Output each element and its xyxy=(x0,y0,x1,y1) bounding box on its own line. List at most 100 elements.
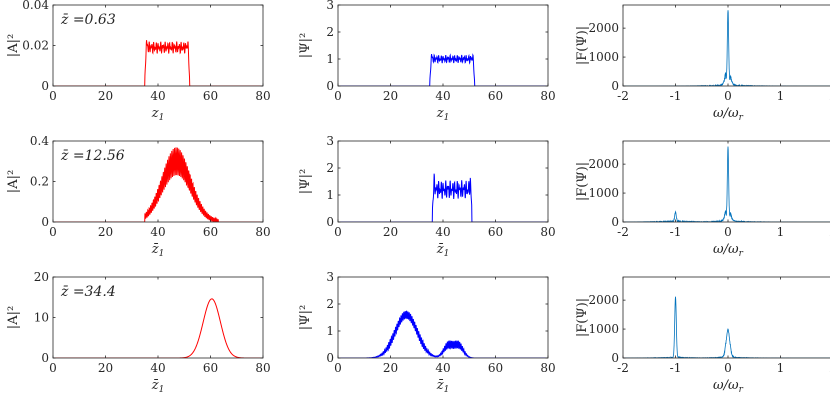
y-tick-label: 1000 xyxy=(588,186,619,200)
y-tick-label: 0.02 xyxy=(22,39,49,53)
series-line-a1-0 xyxy=(53,40,263,86)
x-tick-label: 40 xyxy=(150,225,165,239)
panel-p3: 0 20 40 60 80 0 1 2 3 z̄1 |Ψ|² xyxy=(298,270,556,395)
y-tick-label: 2 xyxy=(326,161,334,175)
x-axis-label: ω/ωr xyxy=(713,242,744,259)
y-tick-label: 3 xyxy=(326,270,334,284)
x-tick-label: 60 xyxy=(488,225,503,239)
x-axis-label: z1 xyxy=(436,106,450,123)
x-tick-label: 20 xyxy=(383,361,398,375)
x-tick-label: 1 xyxy=(777,89,785,103)
axes-box xyxy=(337,140,549,223)
x-tick-label: 0 xyxy=(334,225,342,239)
axes-box xyxy=(622,276,830,359)
x-tick-label: 0 xyxy=(724,89,732,103)
panel-p1: 0 20 40 60 80 0 1 2 3 z1 |Ψ|² xyxy=(298,0,556,123)
y-tick-label: 0 xyxy=(41,79,49,93)
y-axis-label: |A|² xyxy=(6,34,21,57)
y-tick-label: 2 xyxy=(326,25,334,39)
x-tick-label: 0 xyxy=(49,225,57,239)
panel-f1: -2-1012010002000ω/ωr|F(Ψ)| xyxy=(575,4,830,123)
x-tick-label: 0 xyxy=(334,361,342,375)
y-tick-label: 1 xyxy=(326,188,334,202)
x-tick-label: 1 xyxy=(777,361,785,375)
x-tick-label: 0 xyxy=(334,89,342,103)
y-tick-label: 1 xyxy=(326,52,334,66)
y-tick-label: 1000 xyxy=(588,322,619,336)
x-tick-label: 60 xyxy=(203,89,218,103)
panel-annotation: z̄ =0.63 xyxy=(60,12,116,28)
series-line-f2-0 xyxy=(623,146,830,222)
x-axis-label: z1 xyxy=(151,106,165,123)
y-axis-label: |A|² xyxy=(6,306,21,329)
x-tick-label: 0 xyxy=(724,361,732,375)
x-tick-label: 60 xyxy=(203,361,218,375)
x-tick-label: 0 xyxy=(49,361,57,375)
x-tick-label: 20 xyxy=(98,225,113,239)
y-tick-label: 3 xyxy=(326,134,334,148)
x-tick-label: 20 xyxy=(98,361,113,375)
y-tick-label: 0 xyxy=(326,351,334,365)
panel-a1: 0 20 40 60 80 0 0.02 0.04 z1 |A|² z̄ =0.63 xyxy=(6,0,271,123)
x-tick-label: 40 xyxy=(435,361,450,375)
y-axis-label: |Ψ|² xyxy=(298,305,313,330)
x-tick-label: 40 xyxy=(435,89,450,103)
y-tick-label: 1000 xyxy=(588,50,619,64)
panel-f2: -2-1012010002000ω/ωr|F(Ψ)| xyxy=(575,140,830,259)
y-tick-label: 10 xyxy=(34,311,49,325)
x-axis-label: z̄1 xyxy=(436,378,450,395)
x-tick-label: 0 xyxy=(49,89,57,103)
x-axis-label: z̄1 xyxy=(436,242,450,259)
y-axis-label: |A|² xyxy=(6,170,21,193)
y-tick-label: 0 xyxy=(326,79,334,93)
series-line-p1-0 xyxy=(338,53,548,86)
y-tick-label: 0 xyxy=(41,351,49,365)
x-tick-label: 60 xyxy=(488,361,503,375)
series-line-a3-0 xyxy=(53,298,263,358)
x-axis-label: ω/ωr xyxy=(713,378,744,395)
y-tick-label: 2000 xyxy=(588,157,619,171)
x-axis-label: z̄1 xyxy=(151,242,165,259)
y-tick-label: 0.04 xyxy=(22,0,49,12)
x-axis-label: ω/ωr xyxy=(713,106,744,123)
x-tick-label: 0 xyxy=(724,225,732,239)
x-tick-label: -2 xyxy=(617,361,629,375)
y-axis-label: |F(Ψ)| xyxy=(575,162,590,201)
y-axis-label: |F(Ψ)| xyxy=(575,298,590,337)
y-tick-label: 0 xyxy=(611,351,619,365)
x-tick-label: 20 xyxy=(383,225,398,239)
series-line-p3-0 xyxy=(338,310,548,358)
series-line-p2-0 xyxy=(338,173,548,222)
panel-annotation: z̄ =12.56 xyxy=(60,148,125,164)
x-tick-label: -1 xyxy=(670,361,682,375)
y-axis-label: |Ψ|² xyxy=(298,33,313,58)
x-tick-label: 1 xyxy=(777,225,785,239)
x-tick-label: 40 xyxy=(150,89,165,103)
panel-p2: 0 20 40 60 80 0 1 2 3 z̄1 |Ψ|² xyxy=(298,134,556,259)
axes-box xyxy=(337,4,549,87)
y-tick-label: 2000 xyxy=(588,293,619,307)
panel-a2: 0 20 40 60 80 0 0.2 0.4 z̄1 |A|² z̄ =12.56 xyxy=(6,134,271,259)
y-tick-label: 0 xyxy=(326,215,334,229)
y-tick-label: 2000 xyxy=(588,21,619,35)
x-tick-label: 40 xyxy=(435,225,450,239)
x-tick-label: -1 xyxy=(670,225,682,239)
x-tick-label: -2 xyxy=(617,89,629,103)
series-line-a2-0 xyxy=(53,147,263,222)
y-axis-label: |F(Ψ)| xyxy=(575,26,590,65)
x-tick-label: 80 xyxy=(255,89,270,103)
y-tick-label: 0 xyxy=(41,215,49,229)
x-tick-label: 80 xyxy=(255,361,270,375)
x-tick-label: -2 xyxy=(617,225,629,239)
x-tick-label: 80 xyxy=(540,89,555,103)
x-tick-label: 60 xyxy=(203,225,218,239)
x-tick-label: 40 xyxy=(150,361,165,375)
panel-f3: -2-1012010002000ω/ωr|F(Ψ)| xyxy=(575,276,830,395)
y-tick-label: 0 xyxy=(611,215,619,229)
axes-box xyxy=(337,276,549,359)
series-line-f1-0 xyxy=(623,10,830,86)
y-tick-label: 3 xyxy=(326,0,334,12)
panel-annotation: z̄ =34.4 xyxy=(60,284,116,300)
y-tick-label: 0 xyxy=(611,79,619,93)
